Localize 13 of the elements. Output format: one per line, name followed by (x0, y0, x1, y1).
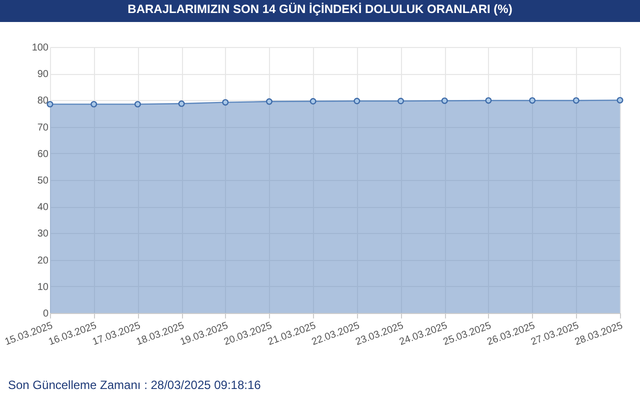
text: Son Güncelleme Zamanı : 28/03/2025 09:18:16 (8, 378, 261, 392)
y-tick-label: 50 (37, 176, 49, 186)
y-tick-label: 80 (37, 96, 49, 107)
y-tick-label: 40 (37, 202, 49, 214)
y-tick-label: 70 (37, 122, 49, 134)
y-tick-label: 60 (37, 148, 49, 160)
chart-title: BARAJLARIMIZIN SON 14 GÜN İÇİNDEKİ DOLULUK ORANLARI (%) (0, 0, 640, 22)
y-tick-label: 90 (37, 69, 49, 80)
y-tick-label: 10 (37, 282, 49, 293)
y-tick-label: 30 (37, 228, 49, 240)
y-tick-label: 20 (37, 255, 49, 266)
y-tick-label: 100 (32, 42, 49, 54)
y-tick-label: 0 (42, 308, 49, 320)
